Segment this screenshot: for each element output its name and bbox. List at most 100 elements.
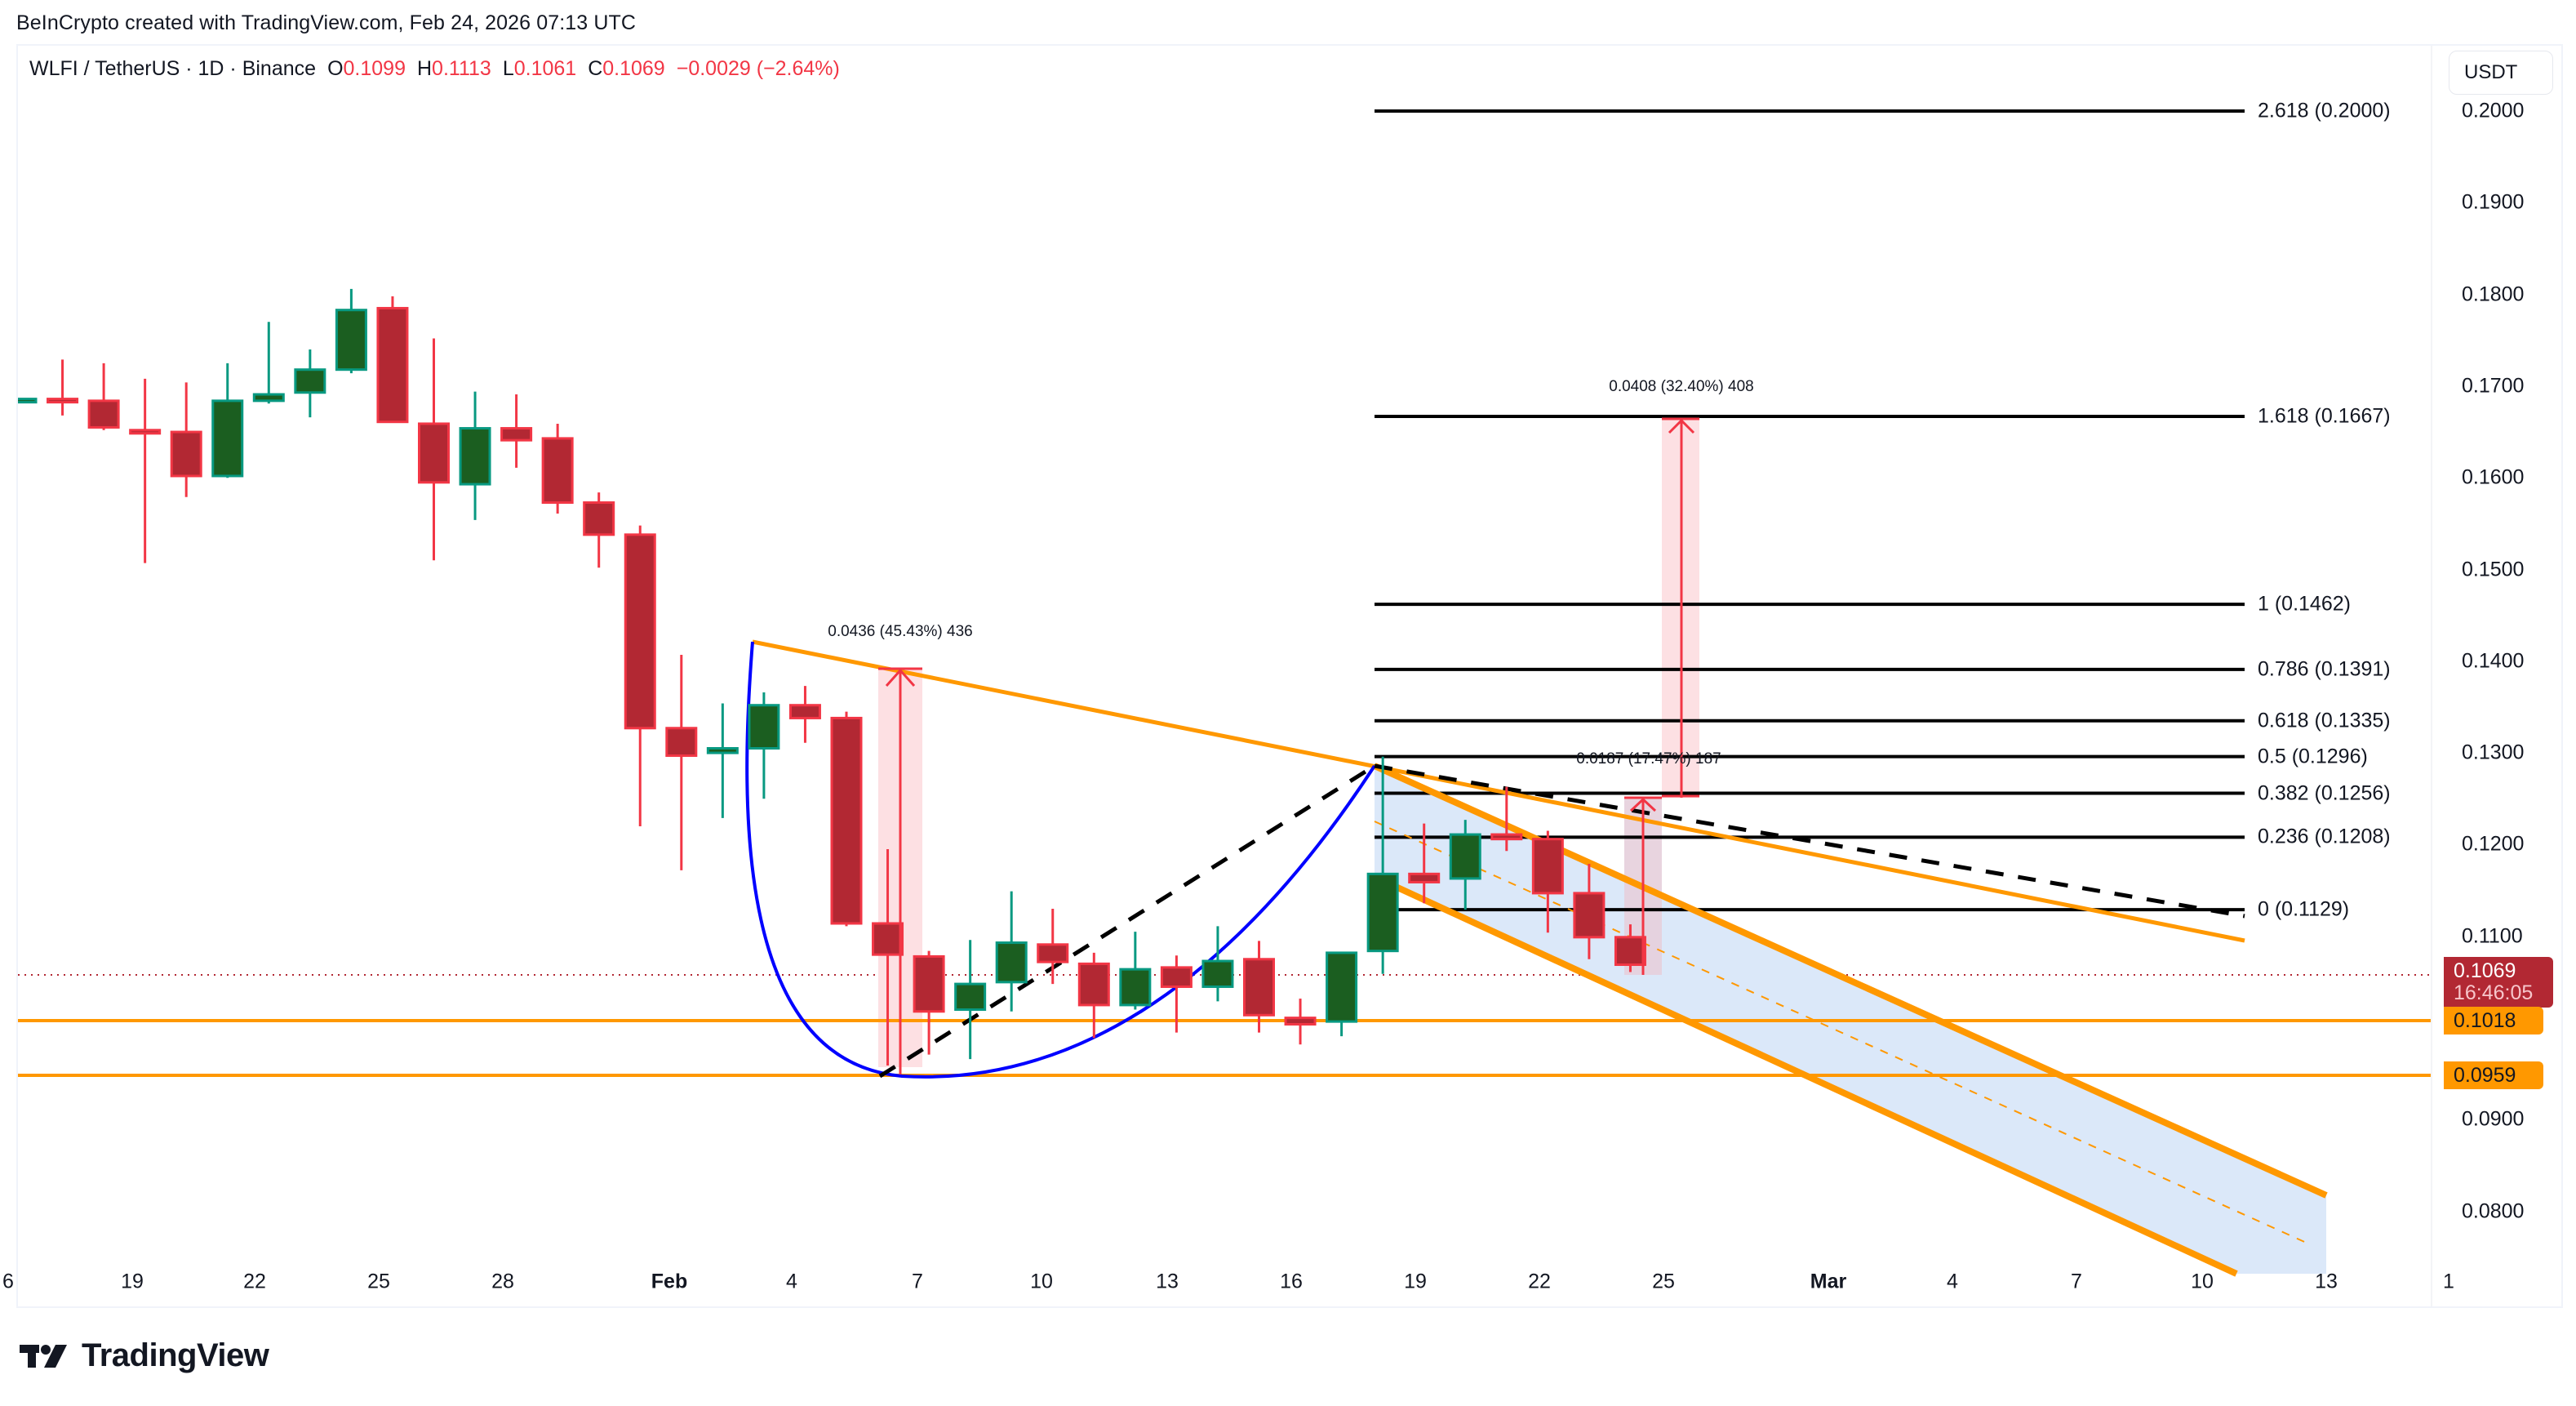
- candle-down[interactable]: [170, 382, 202, 497]
- chart-frame: [16, 44, 2563, 1308]
- falling-dashed-line: [1374, 763, 2245, 919]
- candle-down[interactable]: [1490, 786, 1523, 852]
- time-tick: 10: [2191, 1270, 2214, 1293]
- candle-down[interactable]: [1160, 955, 1193, 1033]
- last-price-value: 0.1069: [2454, 959, 2516, 982]
- candle-up[interactable]: [706, 703, 739, 818]
- candle-up[interactable]: [1201, 926, 1234, 1002]
- candles[interactable]: [7, 288, 1646, 1066]
- price-tick: 0.1300: [2462, 741, 2525, 764]
- time-tick: 13: [1156, 1270, 1179, 1293]
- time-tick: 4: [1947, 1270, 1958, 1293]
- candle-down[interactable]: [913, 950, 945, 1055]
- time-tick: 25: [367, 1270, 390, 1293]
- candle-down[interactable]: [87, 363, 120, 430]
- candle-down[interactable]: [1614, 924, 1646, 972]
- candle-down[interactable]: [500, 394, 533, 468]
- candle-up[interactable]: [748, 692, 780, 799]
- candle-up[interactable]: [1119, 932, 1152, 1010]
- price-tick: 0.0900: [2462, 1107, 2525, 1131]
- chart-credit: BeInCrypto created with TradingView.com,…: [16, 11, 637, 34]
- candle-up[interactable]: [252, 322, 285, 404]
- time-tick: 19: [121, 1270, 144, 1293]
- tradingview-logo-icon: [20, 1344, 67, 1368]
- time-tick: 7: [912, 1270, 923, 1293]
- candle-up[interactable]: [1326, 951, 1358, 1037]
- candle-down[interactable]: [47, 359, 79, 416]
- candle-down[interactable]: [418, 338, 450, 561]
- measure-arrow-3: [1662, 417, 1699, 434]
- price-tick: 0.1400: [2462, 649, 2525, 673]
- time-tick: 4: [786, 1270, 797, 1293]
- candle-up[interactable]: [211, 363, 244, 478]
- price-tick: 0.1200: [2462, 832, 2525, 856]
- fib-level-label: 0.382 (0.1256): [2258, 781, 2391, 804]
- measure-arrow-2: [1624, 420, 1699, 975]
- ohlc-legend: WLFI / TetherUS · 1D · Binance O 0.1099 H…: [29, 57, 840, 81]
- measure-label-2: 0.0187 (17.47%) 187: [1576, 750, 1721, 768]
- time-tick: 25: [1652, 1270, 1675, 1293]
- candle-down[interactable]: [541, 423, 574, 514]
- channel-upper-line: [1373, 763, 2328, 1199]
- price-tick: 0.1900: [2462, 190, 2525, 214]
- fib-level-label: 0.786 (0.1391): [2258, 657, 2391, 681]
- open-key: O: [327, 57, 344, 80]
- price-tick: 0.1500: [2462, 558, 2525, 581]
- candle-down[interactable]: [830, 711, 863, 927]
- candle-down[interactable]: [1037, 909, 1069, 985]
- candle-down[interactable]: [872, 849, 904, 1066]
- candle-down[interactable]: [665, 654, 698, 870]
- candle-up[interactable]: [995, 891, 1028, 1012]
- time-tick: 19: [1404, 1270, 1427, 1293]
- cup-curve: [745, 641, 1376, 1079]
- candle-down[interactable]: [1573, 863, 1606, 959]
- candle-down[interactable]: [583, 492, 615, 568]
- price-tick: 0.1700: [2462, 374, 2525, 398]
- fib-level-label: 0.236 (0.1208): [2258, 825, 2391, 848]
- candle-down[interactable]: [129, 378, 162, 563]
- time-tick: 22: [1528, 1270, 1551, 1293]
- candle-down[interactable]: [376, 296, 409, 424]
- candle-up[interactable]: [335, 288, 367, 374]
- measure-arrow-1: [878, 667, 922, 1075]
- fib-level-label: 1.618 (0.1667): [2258, 404, 2391, 428]
- time-tick: 22: [243, 1270, 266, 1293]
- high-key: H: [416, 57, 433, 80]
- price-tick: 0.1600: [2462, 465, 2525, 489]
- candle-down[interactable]: [1408, 823, 1441, 904]
- channel-midline: [1374, 821, 2311, 1245]
- candle-down[interactable]: [624, 525, 656, 826]
- last-price-tag: 0.1069 16:46:05: [2444, 957, 2553, 1008]
- candle-down[interactable]: [1243, 941, 1275, 1033]
- candle-down[interactable]: [1284, 999, 1317, 1045]
- low-value: 0.1061: [513, 57, 577, 80]
- tradingview-logo[interactable]: TradingView: [20, 1337, 269, 1374]
- fib-level-label: 0 (0.1129): [2258, 897, 2350, 921]
- symbol-label[interactable]: WLFI / TetherUS · 1D · Binance: [29, 57, 317, 80]
- candle-up[interactable]: [459, 391, 491, 520]
- candle-up[interactable]: [1449, 820, 1481, 910]
- time-tick: 13: [2315, 1270, 2338, 1293]
- fib-level-label: 1 (0.1462): [2258, 592, 2351, 616]
- change-value: −0.0029 (−2.64%): [676, 57, 840, 80]
- price-tick: 0.1800: [2462, 283, 2525, 306]
- support-tag-1: 0.1018: [2444, 1007, 2543, 1034]
- measure-label-1: 0.0436 (45.43%) 436: [828, 623, 973, 640]
- candle-up[interactable]: [954, 940, 987, 1060]
- bar-countdown: 16:46:05: [2454, 981, 2534, 1004]
- candle-down[interactable]: [1531, 830, 1564, 933]
- candle-down[interactable]: [1077, 952, 1110, 1039]
- fib-extension[interactable]: [1375, 109, 2245, 912]
- time-tick: 7: [2071, 1270, 2082, 1293]
- fib-level-label: 0.618 (0.1335): [2258, 709, 2391, 732]
- open-value: 0.1099: [343, 57, 406, 80]
- currency-unit-button[interactable]: USDT: [2449, 51, 2553, 95]
- time-tick: 10: [1030, 1270, 1053, 1293]
- candle-down[interactable]: [788, 686, 821, 743]
- candle-up[interactable]: [7, 398, 38, 404]
- candle-up[interactable]: [1366, 756, 1399, 974]
- upper-trendline: [752, 639, 2245, 943]
- support-tag-2: 0.0959: [2444, 1061, 2543, 1089]
- candle-up[interactable]: [294, 349, 326, 418]
